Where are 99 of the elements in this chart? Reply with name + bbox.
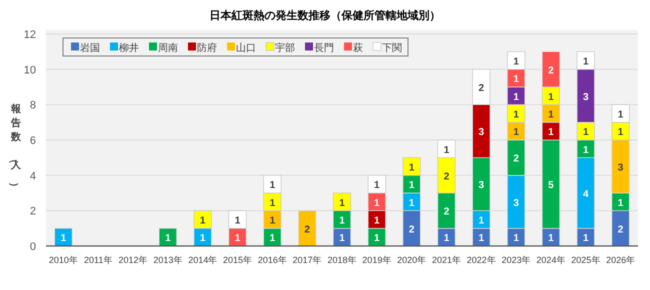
data-label: 1	[478, 216, 485, 226]
x-tick-label: 2010年	[48, 255, 78, 265]
x-tick-label: 2016年	[258, 255, 287, 265]
data-label: 1	[270, 198, 276, 209]
data-label: 1	[234, 233, 241, 244]
legend-label: 柳井	[119, 42, 139, 54]
data-label: 1	[234, 216, 241, 226]
data-label: 1	[582, 144, 589, 156]
data-label: 1	[548, 110, 554, 120]
data-label: 1	[582, 56, 589, 68]
bar	[576, 122, 595, 140]
legend-label: 萩	[353, 42, 363, 54]
data-label: 1	[200, 233, 206, 244]
x-tick-label: 2018年	[327, 255, 357, 265]
data-label: 1	[444, 144, 450, 156]
data-label: 1	[270, 180, 276, 192]
data-label: 1	[408, 180, 415, 192]
x-tick-label: 2012年	[118, 255, 148, 265]
legend-label: 下関	[382, 43, 402, 54]
data-label: 1	[582, 127, 589, 138]
x-tick-label: 2017年	[292, 255, 322, 265]
x-tick-label: 2019年	[362, 255, 392, 265]
data-label: 1	[444, 233, 450, 244]
x-tick-label: 2021年	[432, 255, 461, 265]
data-label: 4	[582, 189, 589, 200]
x-tick-label: 2013年	[153, 255, 182, 265]
legend-label: 防府	[197, 42, 217, 54]
y-tick-label: 2	[30, 206, 36, 218]
bar	[368, 174, 386, 194]
data-label: 1	[513, 74, 520, 86]
data-label: 1	[270, 216, 276, 226]
data-label: 3	[618, 162, 624, 174]
data-label: 1	[618, 110, 624, 120]
chart-title: 日本紅斑熱の発生数推移（保健所管轄地域別）	[210, 9, 440, 22]
data-label: 1	[339, 198, 346, 209]
bar	[194, 210, 212, 229]
data-label: 1	[582, 233, 589, 244]
data-label: 3	[478, 180, 485, 192]
bar	[228, 210, 247, 229]
data-label: 1	[513, 56, 520, 68]
data-label: 2	[304, 224, 310, 236]
data-label: 3	[478, 127, 485, 138]
data-label: 1	[548, 127, 554, 138]
y-tick-label: 10	[24, 64, 36, 76]
y-tick-label: 6	[30, 135, 36, 147]
data-label: 1	[60, 233, 67, 244]
legend-label: 山口	[236, 42, 256, 54]
data-label: 1	[374, 198, 380, 209]
data-label: 1	[165, 233, 172, 244]
data-label: 2	[513, 154, 520, 165]
data-label: 1	[374, 233, 380, 244]
y-tick-label: 0	[30, 241, 36, 253]
data-label: 1	[513, 127, 520, 138]
data-label: 1	[339, 233, 346, 244]
x-tick-label: 2014年	[188, 255, 218, 265]
bar	[472, 68, 490, 106]
data-label: 1	[548, 92, 554, 103]
data-label: 3	[513, 198, 520, 209]
data-label: 2	[444, 206, 450, 218]
x-tick-label: 2026年	[606, 255, 636, 265]
data-label: 1	[618, 198, 624, 209]
x-tick-label: 2025年	[571, 255, 600, 265]
data-label: 1	[548, 233, 554, 244]
x-tick-label: 2022年	[466, 255, 496, 265]
y-tick-label: 4	[30, 170, 36, 182]
data-label: 1	[200, 216, 206, 226]
legend-label: 岩国	[80, 42, 100, 54]
data-label: 1	[478, 233, 485, 244]
y-tick-label: 8	[30, 100, 36, 112]
x-tick-label: 2024年	[536, 255, 566, 265]
x-tick-label: 2020年	[397, 255, 426, 265]
legend-label: 宇部	[275, 42, 295, 54]
bar	[332, 192, 352, 212]
data-label: 1	[408, 198, 415, 209]
data-label: 1	[513, 92, 520, 103]
data-label: 2	[618, 224, 624, 236]
data-label: 2	[408, 224, 415, 236]
bar	[507, 51, 526, 70]
data-label: 5	[548, 180, 554, 192]
data-label: 3	[582, 92, 589, 103]
data-label: 1	[374, 216, 380, 226]
data-label: 1	[339, 216, 346, 226]
y-tick-label: 12	[24, 29, 36, 41]
bar	[402, 157, 421, 176]
data-label: 1	[408, 162, 415, 174]
data-label: 1	[270, 233, 276, 244]
x-tick-label: 2015年	[223, 255, 252, 265]
data-label: 1	[618, 127, 624, 138]
data-label: 1	[374, 180, 380, 192]
legend-label: 長門	[314, 43, 334, 54]
x-tick-label: 2011年	[84, 255, 112, 265]
data-label: 2	[478, 83, 485, 94]
legend-label: 周南	[158, 42, 178, 54]
data-label: 2	[548, 65, 554, 76]
data-label: 1	[513, 233, 520, 244]
bar	[576, 51, 595, 70]
data-label: 1	[513, 110, 520, 120]
data-label: 2	[444, 171, 450, 182]
x-tick-label: 2023年	[502, 255, 531, 265]
